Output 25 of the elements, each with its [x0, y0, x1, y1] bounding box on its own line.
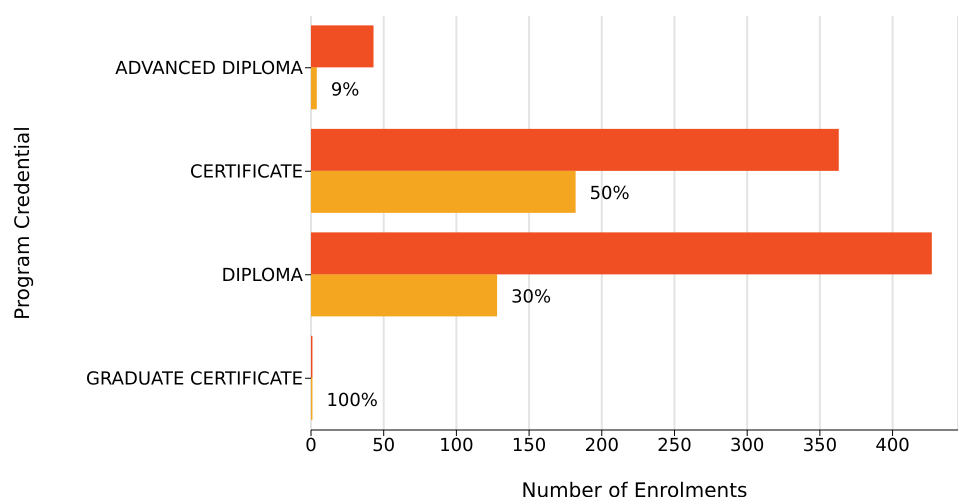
bar: [311, 67, 317, 110]
y-tick-label: CERTIFICATE: [190, 162, 303, 183]
bar: [311, 274, 498, 316]
annotation: 9%: [330, 79, 360, 100]
x-tick-label: 400: [875, 434, 910, 456]
x-tick-label: 250: [657, 434, 692, 456]
annotation: 30%: [511, 286, 552, 308]
y-axis-title: Program Credential: [10, 126, 34, 320]
y-tick-label: ADVANCED DIPLOMA: [115, 58, 304, 80]
bar: [311, 128, 839, 171]
x-tick-label: 50: [372, 434, 396, 456]
x-tick-label: 0: [305, 434, 317, 456]
x-tick-label: 150: [512, 434, 546, 456]
y-tick-label: DIPLOMA: [222, 265, 304, 286]
x-axis-title: Number of Enrolments: [522, 478, 748, 497]
bar: [311, 232, 932, 274]
bar: [311, 170, 576, 213]
bar: [311, 25, 374, 68]
x-tick-label: 300: [730, 434, 764, 456]
y-tick-label: GRADUATE CERTIFICATE: [86, 368, 303, 390]
annotation: 50%: [590, 182, 630, 204]
x-tick-label: 200: [584, 434, 619, 456]
annotation: 100%: [326, 390, 378, 411]
x-tick-label: 350: [802, 434, 838, 456]
x-tick-label: 100: [439, 434, 474, 456]
